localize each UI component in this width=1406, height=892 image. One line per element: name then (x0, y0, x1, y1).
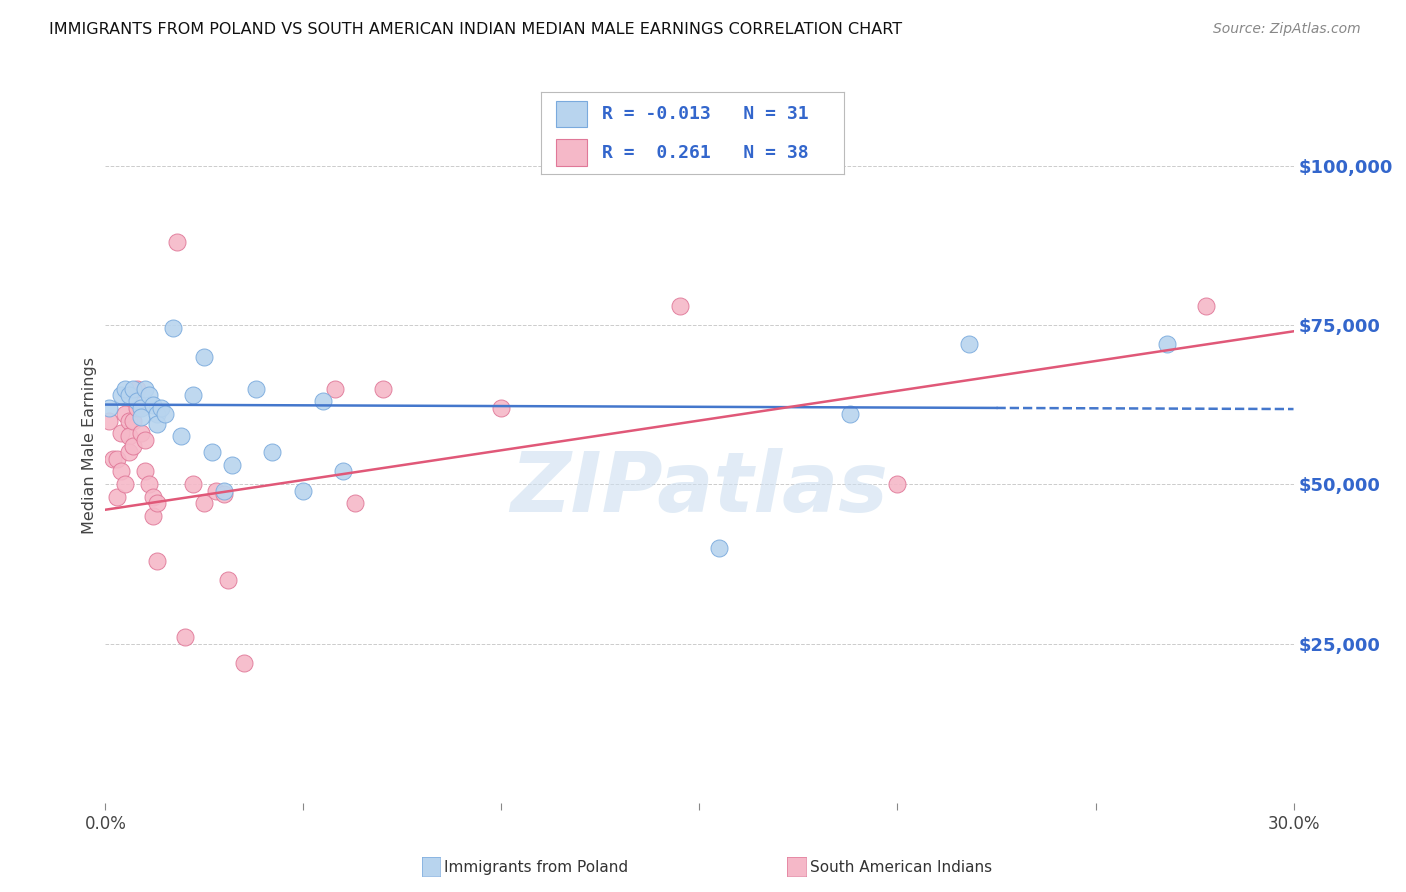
Point (146, 496, 169, 510)
Bar (557, 139, 586, 166)
Point (371, 382, 394, 396)
Point (127, 382, 149, 396)
Text: Immigrants from Poland: Immigrants from Poland (444, 860, 628, 874)
Point (193, 350, 215, 364)
Point (886, 477, 908, 491)
Point (292, 483, 315, 498)
Point (1195, 299, 1218, 313)
Point (709, 541, 731, 555)
Text: IMMIGRANTS FROM POLAND VS SOUTH AMERICAN INDIAN MEDIAN MALE EARNINGS CORRELATION: IMMIGRANTS FROM POLAND VS SOUTH AMERICAN… (49, 22, 903, 37)
Point (957, 337, 980, 351)
Text: ZIPatlas: ZIPatlas (510, 449, 889, 529)
Point (110, 388, 132, 402)
Text: Source: ZipAtlas.com: Source: ZipAtlas.com (1213, 22, 1361, 37)
Text: South American Indians: South American Indians (810, 860, 993, 874)
Point (129, 401, 152, 415)
Point (129, 410, 152, 425)
Point (118, 388, 141, 402)
Point (162, 321, 184, 335)
Point (105, 490, 128, 504)
Point (110, 465, 132, 479)
Point (138, 477, 160, 491)
Point (110, 426, 132, 441)
Point (142, 490, 165, 504)
Point (491, 401, 513, 415)
Point (233, 656, 256, 670)
Point (98, 413, 121, 427)
Text: R = -0.013   N = 31: R = -0.013 N = 31 (602, 105, 808, 123)
Point (173, 630, 195, 644)
Point (142, 398, 165, 412)
Point (205, 483, 228, 498)
Point (114, 477, 136, 491)
Point (260, 445, 283, 459)
Point (142, 509, 165, 524)
Point (170, 429, 193, 443)
Point (127, 394, 149, 409)
Point (118, 445, 141, 459)
Point (129, 426, 152, 441)
Point (146, 554, 169, 568)
Point (114, 407, 136, 421)
Point (146, 407, 169, 421)
Point (149, 401, 172, 415)
Point (153, 407, 176, 421)
Point (217, 573, 239, 587)
Point (312, 394, 335, 409)
Point (221, 458, 243, 472)
Point (122, 413, 145, 427)
Point (668, 299, 690, 313)
Y-axis label: Median Male Earnings: Median Male Earnings (82, 358, 97, 534)
Point (343, 496, 366, 510)
Text: R =  0.261   N = 38: R = 0.261 N = 38 (602, 144, 808, 161)
Point (134, 433, 156, 447)
Point (201, 445, 224, 459)
Point (122, 382, 145, 396)
Point (138, 388, 160, 402)
Point (214, 487, 236, 501)
Point (1156, 337, 1178, 351)
Point (114, 382, 136, 396)
Point (118, 413, 141, 427)
Point (127, 401, 149, 415)
Point (118, 429, 141, 443)
Point (166, 235, 188, 249)
Point (122, 439, 145, 453)
Point (181, 477, 204, 491)
Point (181, 388, 204, 402)
Point (98, 401, 121, 415)
Point (103, 451, 125, 466)
Point (214, 483, 236, 498)
Point (323, 382, 346, 396)
Bar (557, 101, 586, 128)
Point (193, 496, 215, 510)
Point (146, 417, 169, 431)
Point (105, 451, 128, 466)
Point (134, 465, 156, 479)
Point (134, 382, 156, 396)
Point (332, 465, 354, 479)
Point (839, 407, 862, 421)
Point (245, 382, 267, 396)
